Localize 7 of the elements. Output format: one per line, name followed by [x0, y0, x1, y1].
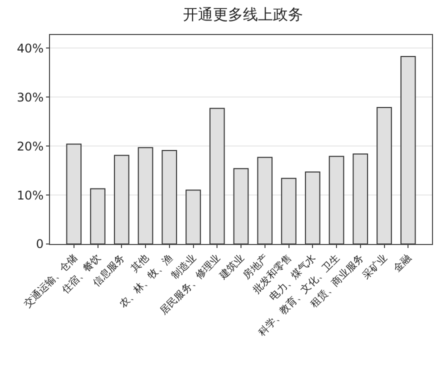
chart-title: 开通更多线上政务 — [183, 6, 304, 24]
y-tick-label: 30% — [16, 90, 44, 104]
y-tick-label: 10% — [16, 188, 44, 202]
y-tick-label: 0 — [36, 237, 44, 252]
y-tick-label: 20% — [16, 139, 44, 154]
x-tick-label: 金融 — [391, 252, 414, 275]
y-tick-label: 40% — [16, 41, 44, 56]
